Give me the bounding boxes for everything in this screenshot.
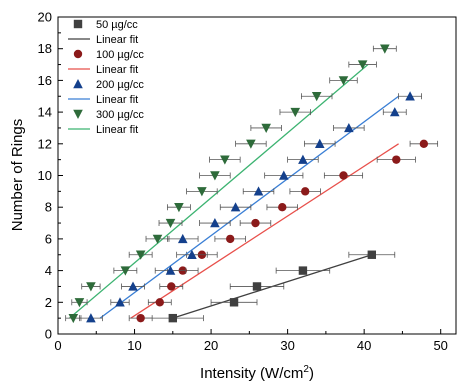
data-point [86,313,96,323]
data-point [392,155,401,164]
legend-label: 100 µg/cc [96,49,144,61]
y-tick-label: 0 [45,327,52,342]
data-point [380,44,390,54]
data-point [187,249,197,259]
data-point [74,298,85,308]
data-point [168,313,178,323]
y-tick-label: 14 [38,105,52,120]
data-point [419,139,429,148]
x-tick-label: 50 [433,338,447,353]
legend-label: Linear fit [96,34,138,46]
data-point [298,154,308,164]
axes: 0 10 20 30 40 50 0 2 4 6 8 10 12 14 16 18 20 [38,10,448,354]
data-point [136,313,145,323]
data-point [115,297,125,307]
data-point [338,76,349,86]
x-tick-label: 0 [54,338,61,353]
data-point [197,187,207,197]
data-point [301,187,310,196]
data-point [357,60,368,70]
fit-line [130,143,399,319]
data-point [128,281,138,291]
x-axis-title-sup: 2 [303,364,309,375]
x-tick-label: 10 [127,338,141,353]
data-point [155,298,164,307]
data-point [120,266,131,276]
y-tick-label: 6 [45,231,52,246]
data-point [177,233,188,244]
data-point [311,92,322,102]
data-point [298,266,308,275]
data-point [68,313,79,324]
data-point [389,107,400,117]
data-point [135,250,146,260]
x-axis-title: Intensity (W/cm2) [200,364,314,382]
series-2 [128,139,439,323]
x-tick-label: 30 [280,338,294,353]
data-point [229,298,239,307]
data-point [252,282,262,291]
data-point [339,171,348,180]
y-tick-label: 18 [38,41,52,56]
data-point [165,265,176,275]
data-point [210,171,220,181]
data-point [226,234,235,244]
data-point [261,123,271,133]
data-point [152,234,163,244]
data-point [290,107,301,118]
y-tick-label: 10 [38,168,52,183]
legend-marker [73,19,83,29]
x-tick-label: 40 [357,338,371,353]
data-point [314,138,325,148]
series-4 [65,44,397,324]
y-tick-label: 4 [45,263,52,278]
data-point [253,186,264,196]
legend-label: 200 µg/cc [96,79,144,91]
data-point [86,282,96,292]
data-point [220,155,230,165]
y-axis-title: Number of Rings [9,119,26,232]
y-tick-label: 8 [45,200,52,215]
data-point [210,218,220,228]
y-tick-label: 20 [38,10,52,25]
x-tick-label: 20 [204,338,218,353]
legend-label: Linear fit [96,64,138,76]
data-point [278,203,287,212]
legend-label: Linear fit [96,124,138,136]
x-axis-title-end: ) [309,365,314,382]
y-tick-label: 16 [38,73,52,88]
series-1 [141,250,396,323]
data-point [405,91,415,101]
data-point [230,202,241,212]
data-point [167,282,176,291]
y-tick-label: 12 [38,136,52,151]
series-layer [65,44,439,324]
y-tick-label: 2 [45,295,52,310]
legend: 50 µg/cc Linear fit 100 µg/cc Linear fit 200… [68,19,144,136]
legend-marker [73,79,83,89]
data-point [174,203,184,213]
data-point [367,250,377,259]
data-point [251,218,260,228]
legend-label: 50 µg/cc [96,19,138,31]
data-point [165,218,176,229]
data-point [344,122,354,133]
legend-label: Linear fit [96,94,138,106]
fit-line [69,64,369,319]
legend-marker [73,109,83,119]
series-3 [79,91,422,323]
data-point [246,139,256,149]
data-point [278,170,289,180]
legend-label: 300 µg/cc [96,109,144,121]
x-axis-title-main: Intensity (W/cm [200,365,303,382]
legend-marker [73,49,83,59]
